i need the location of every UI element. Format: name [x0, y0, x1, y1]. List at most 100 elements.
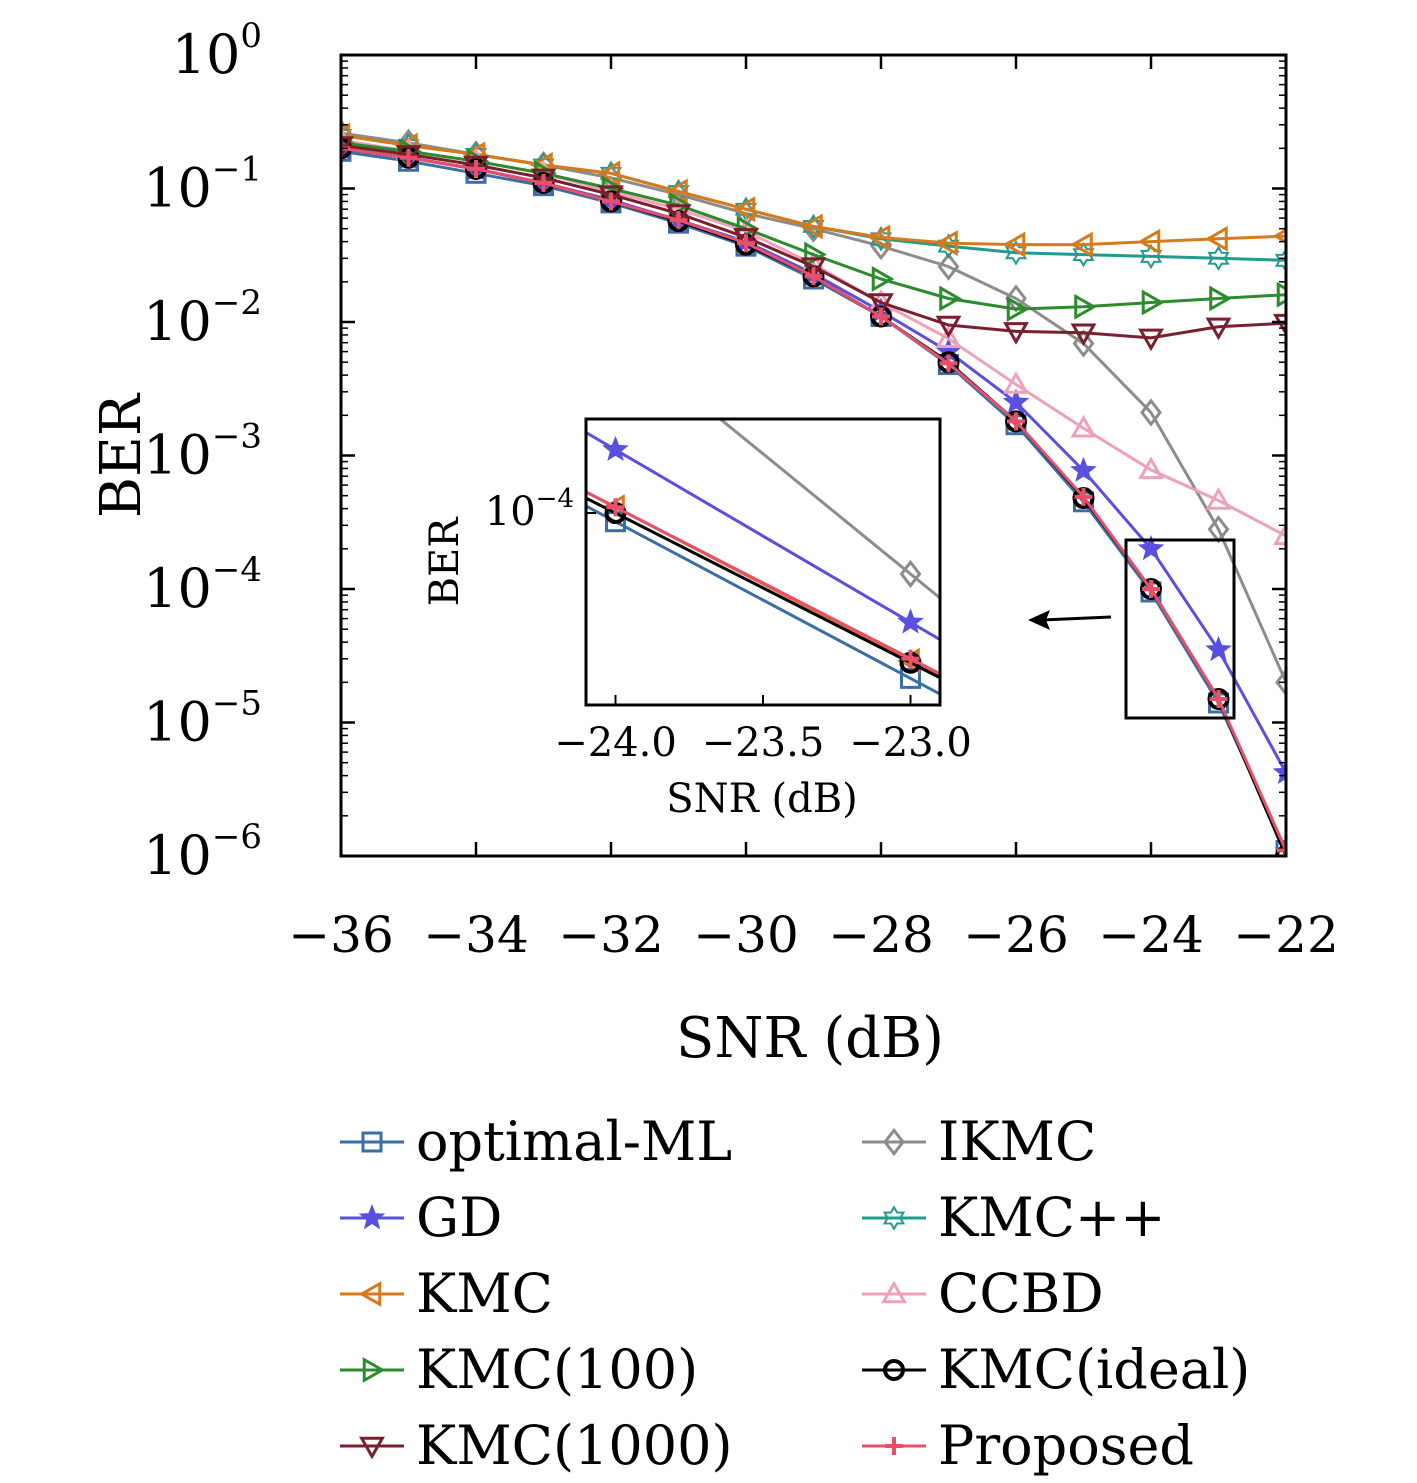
inset-point-optimal-ml — [900, 667, 921, 689]
legend-marker-kmc — [882, 1205, 906, 1231]
inset-line-proposed — [586, 490, 940, 676]
data-point-kmc-1000 — [1273, 313, 1286, 337]
x-tick-label: −32 — [558, 906, 664, 964]
data-point-ccbd — [1070, 414, 1097, 438]
data-point-kmc-100 — [939, 285, 962, 312]
legend-label: KMC(ideal) — [938, 1338, 1250, 1401]
data-point-proposed — [1074, 487, 1093, 506]
data-point-ikmc — [1275, 668, 1286, 697]
x-tick-label: −26 — [963, 906, 1069, 964]
data-point-proposed — [872, 307, 890, 326]
inset-point-gd — [602, 435, 629, 462]
data-point-ccbd — [1138, 456, 1164, 480]
legend-marker-kmc — [358, 1281, 382, 1307]
y-tick-label: 10−5 — [143, 684, 262, 754]
data-point-ikmc — [1140, 398, 1162, 427]
data-point-kmc — [867, 224, 891, 251]
series-kmc-1000 — [341, 136, 1286, 352]
data-point-ccbd — [1003, 371, 1029, 394]
legend-item-kmc-ideal: KMC(ideal) — [862, 1338, 1250, 1401]
series-line-kmc-1000 — [341, 144, 1286, 340]
inset-point-ikmc — [607, 322, 625, 345]
data-point-kmc-1000 — [800, 257, 827, 280]
legend-marker-optimal-ml — [361, 1131, 383, 1153]
y-tick-label: 10−1 — [143, 150, 262, 220]
data-point-kmc — [341, 122, 353, 149]
data-point-proposed — [1277, 841, 1286, 856]
legend-label: IKMC — [938, 1110, 1096, 1173]
inset-x-tick-label: −23.5 — [702, 720, 825, 766]
inset-series-group — [586, 322, 940, 696]
legend-label: optimal-ML — [416, 1110, 732, 1173]
series-line-kmc — [341, 133, 1286, 247]
inset-series-proposed — [586, 490, 940, 676]
data-point-kmc-1000 — [1138, 328, 1164, 352]
data-point-kmc — [665, 178, 688, 205]
data-point-ccbd — [935, 325, 962, 348]
inset-y-axis-label: BER — [422, 516, 468, 607]
data-point-kmc — [1274, 247, 1286, 274]
legend-item-gd: GD — [340, 1186, 502, 1249]
x-tick-label: −34 — [423, 906, 529, 964]
data-point-kmc — [1207, 245, 1230, 272]
data-point-kmc — [1002, 231, 1026, 258]
main-axis-ticks: −36 −34 −32 −30 −28 −26 −24 −22 100 10−1 10−2 10−3 1… — [143, 16, 1339, 964]
inset-point-proposed — [606, 498, 625, 517]
legend-item-kmc-100: KMC(100) — [340, 1338, 698, 1401]
data-point-proposed — [804, 267, 823, 286]
data-point-kmc — [1070, 231, 1093, 258]
data-point-kmc — [802, 213, 825, 240]
inset-line-ikmc — [717, 419, 940, 600]
data-point-proposed — [939, 354, 958, 373]
legend-marker-kmc-100 — [362, 1357, 386, 1383]
legend-marker-ikmc — [883, 1127, 905, 1157]
data-point-gd — [1070, 456, 1097, 482]
legend-item-kmc: KMC++ — [862, 1186, 1165, 1249]
legend-item-optimal-ml: optimal-ML — [340, 1110, 732, 1173]
data-point-proposed — [602, 192, 620, 211]
data-point-kmc-1000 — [1070, 323, 1097, 347]
data-point-kmc-1000 — [1205, 317, 1232, 341]
data-point-proposed — [669, 211, 688, 230]
inset-axis-ticks: −24.0 −23.5 −23.0 10−4 — [485, 484, 972, 766]
data-point-kmc-1000 — [733, 228, 759, 251]
x-tick-label: −22 — [1233, 906, 1339, 964]
data-point-kmc — [1137, 228, 1161, 255]
x-tick-label: −30 — [693, 906, 799, 964]
y-tick-label: 10−2 — [143, 283, 262, 353]
data-point-proposed — [1142, 580, 1160, 598]
data-point-ikmc — [870, 231, 892, 261]
inset-line-kmc-ideal — [586, 496, 940, 680]
inset-x-tick-label: −24.0 — [554, 720, 677, 766]
inset-x-tick-label: −23.0 — [849, 720, 972, 766]
y-tick-label: 10−6 — [143, 817, 262, 887]
data-point-gd — [1002, 388, 1030, 414]
data-point-proposed — [737, 234, 755, 253]
legend-item-proposed: Proposed — [862, 1414, 1194, 1477]
inset-series-ikmc — [607, 322, 940, 600]
legend-label: Proposed — [938, 1414, 1194, 1477]
zoom-arrow — [1041, 615, 1112, 622]
data-point-ccbd — [1205, 487, 1232, 510]
legend-marker-ccbd — [881, 1280, 907, 1304]
legend-label: KMC++ — [938, 1186, 1165, 1249]
data-point-kmc-1000 — [598, 185, 624, 208]
data-point-proposed — [1007, 412, 1025, 431]
data-point-proposed — [534, 173, 553, 192]
y-axis-label: BER — [89, 392, 154, 518]
data-point-kmc-100 — [1074, 293, 1097, 320]
data-point-kmc-1000 — [530, 168, 557, 192]
data-point-kmc — [937, 233, 960, 259]
data-point-kmc — [1139, 243, 1163, 270]
legend-label: CCBD — [938, 1262, 1104, 1325]
inset-point-proposed — [901, 649, 920, 668]
data-point-proposed — [1209, 689, 1228, 708]
x-tick-label: −36 — [288, 906, 394, 964]
legend-marker-kmc-ideal — [883, 1359, 905, 1381]
data-point-kmc — [732, 196, 756, 223]
data-point-ikmc — [1072, 329, 1095, 358]
main-series-group — [341, 118, 1286, 856]
legend-label: GD — [416, 1186, 502, 1249]
data-point-proposed — [467, 159, 485, 178]
